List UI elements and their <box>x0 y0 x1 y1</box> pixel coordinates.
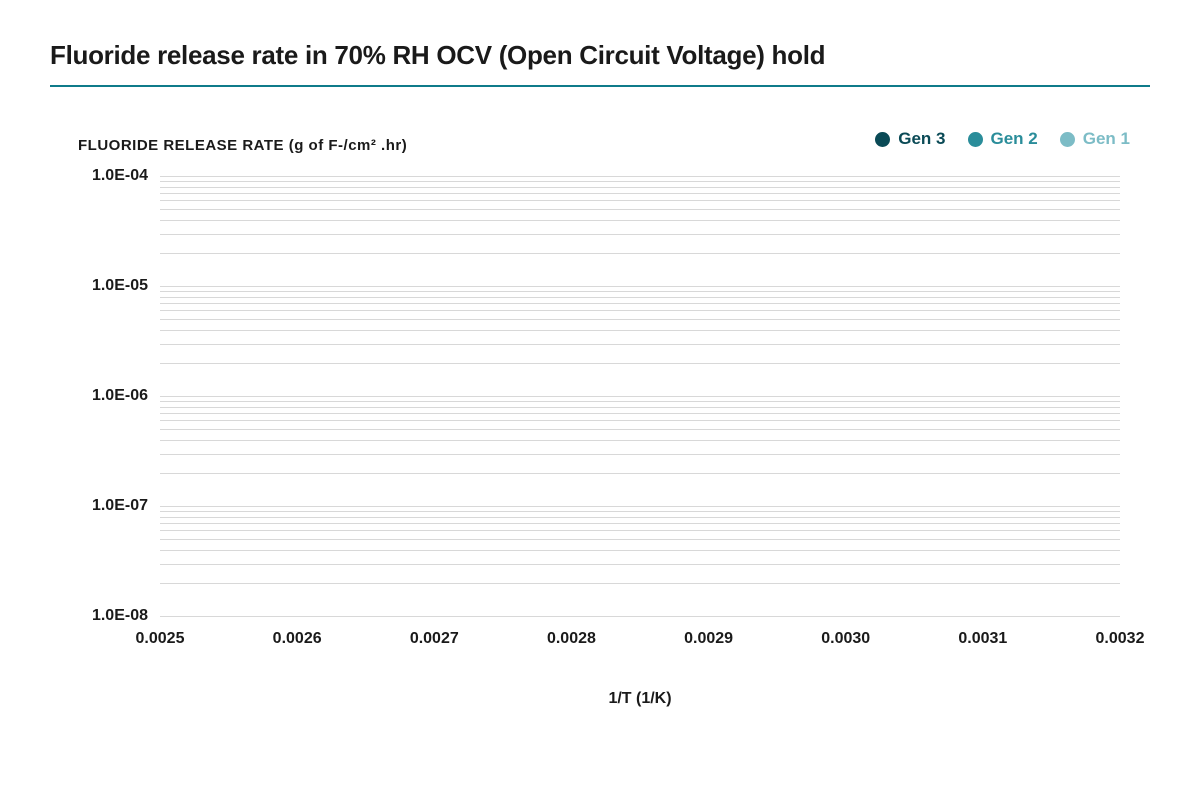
legend-item: Gen 2 <box>968 129 1038 149</box>
gridline <box>160 401 1120 402</box>
gridline <box>160 517 1120 518</box>
legend-item: Gen 1 <box>1060 129 1130 149</box>
legend-dot-icon <box>875 132 890 147</box>
gridline <box>160 291 1120 292</box>
y-tick-label: 1.0E-08 <box>92 607 148 625</box>
gridline <box>160 209 1120 210</box>
gridline <box>160 454 1120 455</box>
x-tick-label: 0.0029 <box>684 630 733 648</box>
legend-label: Gen 3 <box>898 129 945 149</box>
gridline <box>160 511 1120 512</box>
gridline <box>160 523 1120 524</box>
gridline <box>160 440 1120 441</box>
gridline <box>160 550 1120 551</box>
gridline <box>160 473 1120 474</box>
x-axis-label: 1/T (1/K) <box>130 690 1150 708</box>
gridline <box>160 506 1120 507</box>
y-tick-label: 1.0E-05 <box>92 277 148 295</box>
gridline <box>160 253 1120 254</box>
gridline <box>160 539 1120 540</box>
gridline <box>160 530 1120 531</box>
legend-label: Gen 1 <box>1083 129 1130 149</box>
legend: Gen 3 Gen 2 Gen 1 <box>875 129 1130 149</box>
gridline <box>160 310 1120 311</box>
chart-title: Fluoride release rate in 70% RH OCV (Ope… <box>50 40 1150 87</box>
x-tick-label: 0.0032 <box>1096 630 1145 648</box>
legend-dot-icon <box>968 132 983 147</box>
x-tick-label: 0.0026 <box>273 630 322 648</box>
gridline <box>160 564 1120 565</box>
gridline <box>160 413 1120 414</box>
plot-grid <box>160 176 1120 616</box>
gridline <box>160 176 1120 177</box>
x-tick-label: 0.0031 <box>958 630 1007 648</box>
gridline <box>160 363 1120 364</box>
gridline <box>160 187 1120 188</box>
chart-area: Gen 3Gen 2Gen 1 FLUORIDE RELEASE RATE (g… <box>50 137 1150 708</box>
x-axis-ticks: 0.00250.00260.00270.00280.00290.00300.00… <box>160 630 1120 654</box>
x-tick-label: 0.0030 <box>821 630 870 648</box>
gridline <box>160 220 1120 221</box>
y-axis-ticks: 1.0E-041.0E-051.0E-061.0E-071.0E-08 <box>50 176 160 616</box>
gridline <box>160 344 1120 345</box>
gridline <box>160 200 1120 201</box>
y-tick-label: 1.0E-06 <box>92 387 148 405</box>
gridline <box>160 330 1120 331</box>
gridline <box>160 407 1120 408</box>
gridline <box>160 429 1120 430</box>
gridline <box>160 420 1120 421</box>
legend-dot-icon <box>1060 132 1075 147</box>
gridline <box>160 297 1120 298</box>
y-tick-label: 1.0E-04 <box>92 167 148 185</box>
x-tick-label: 0.0025 <box>136 630 185 648</box>
gridline <box>160 193 1120 194</box>
gridline <box>160 396 1120 397</box>
gridline <box>160 303 1120 304</box>
legend-item: Gen 3 <box>875 129 945 149</box>
x-tick-label: 0.0028 <box>547 630 596 648</box>
legend-label: Gen 2 <box>991 129 1038 149</box>
x-tick-label: 0.0027 <box>410 630 459 648</box>
gridline <box>160 286 1120 287</box>
plot-area: 1.0E-041.0E-051.0E-061.0E-071.0E-08 <box>50 176 1150 616</box>
y-tick-label: 1.0E-07 <box>92 497 148 515</box>
gridline <box>160 616 1120 617</box>
chart-container: Fluoride release rate in 70% RH OCV (Ope… <box>0 0 1200 738</box>
gridline <box>160 319 1120 320</box>
gridline <box>160 583 1120 584</box>
gridline <box>160 181 1120 182</box>
gridline <box>160 234 1120 235</box>
